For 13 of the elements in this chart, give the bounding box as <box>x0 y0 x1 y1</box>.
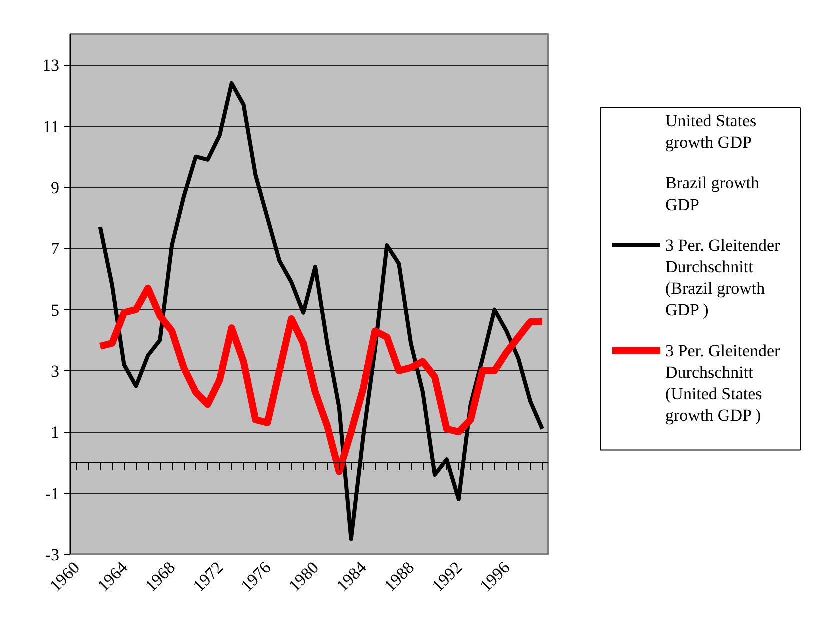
legend-label: 3 Per. Gleitender Durchschnitt (Brazil growth GDP ) <box>666 236 781 320</box>
text: Brazil growth GDP <box>666 174 760 214</box>
legend-label: 3 Per. Gleitender Durchschnitt (United States growth GDP ) <box>666 341 781 426</box>
y-tick-label: 9 <box>51 178 60 198</box>
y-tick-label: 3 <box>51 362 60 381</box>
y-tick-label: 1 <box>51 423 60 442</box>
y-tick-label: 5 <box>51 300 60 320</box>
text: United States growth GDP <box>666 111 757 152</box>
y-tick-label: 11 <box>43 117 60 136</box>
y-tick-label: -1 <box>45 484 60 504</box>
y-tick-label: 7 <box>51 240 60 259</box>
y-tick-label: 13 <box>42 56 60 76</box>
y-tick-label: -3 <box>45 546 60 564</box>
